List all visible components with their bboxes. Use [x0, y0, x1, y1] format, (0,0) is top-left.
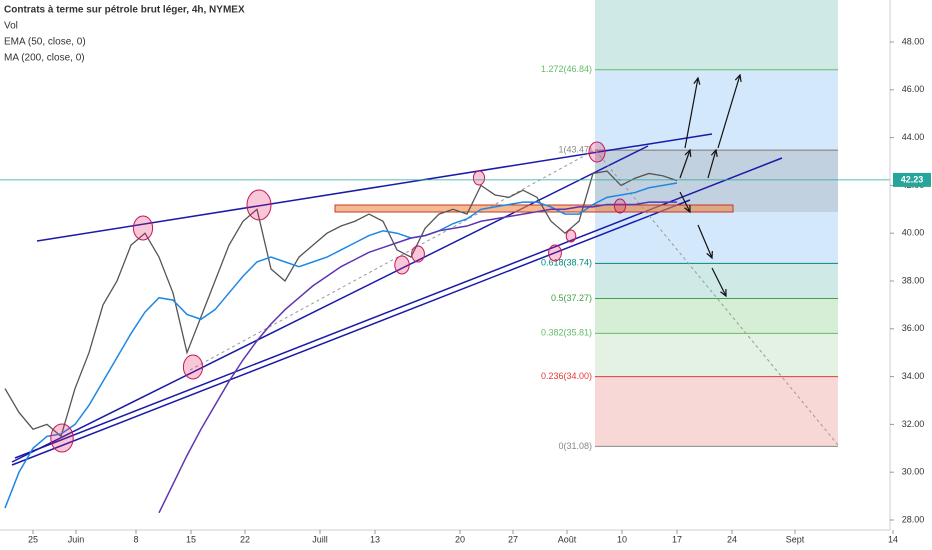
trend-line [11, 199, 691, 466]
fib-zone [595, 333, 838, 377]
y-tick-label: 40.00 [902, 228, 925, 238]
trend-line [36, 133, 713, 242]
last-price-label: 42.23 [901, 174, 924, 184]
support-zone [334, 204, 734, 213]
plot-area [0, 73, 890, 514]
x-tick-label: 20 [455, 534, 465, 544]
x-tick-label: Juill [312, 534, 328, 544]
highlight-circle [132, 215, 154, 241]
highlight-circle [246, 189, 272, 221]
trend-line [11, 145, 649, 463]
chart-title: Contrats à terme sur pétrole brut léger,… [4, 5, 245, 16]
y-tick-label: 46.00 [902, 84, 925, 94]
arrow [684, 77, 699, 149]
x-tick-label: 14 [888, 534, 898, 544]
fib-label: 0.5(37.27) [551, 293, 592, 303]
fib-zone [595, 376, 838, 447]
indicator-line [4, 182, 678, 509]
arrow-head [684, 148, 692, 158]
x-tick-label: 27 [508, 534, 518, 544]
x-tick-label: Août [558, 534, 577, 544]
highlight-circle [472, 170, 486, 186]
x-tick-label: Sept [786, 534, 805, 544]
range-box [595, 149, 838, 212]
highlight-circle [182, 354, 204, 380]
arrow-head [684, 204, 691, 214]
fib-zone [595, 263, 838, 299]
fib-label: 0(31.08) [558, 441, 592, 451]
indicator-line [158, 201, 677, 514]
fib-zones: 0(31.08) 0.236(34.00) 0.382(35.81) 0.5(37.2… [541, 0, 838, 451]
arrow-head [693, 76, 701, 85]
y-tick-label: 38.00 [902, 275, 925, 285]
y-tick-label: 30.00 [902, 467, 925, 477]
x-tick-label: 13 [370, 534, 380, 544]
fib-label: 1(43.47) [558, 145, 592, 155]
last-price-box [893, 172, 931, 187]
x-tick-label: 24 [727, 534, 737, 544]
ma-legend: MA (200, close, 0) [4, 53, 85, 64]
x-tick-label: Juin [68, 534, 85, 544]
highlight-circle [394, 255, 410, 275]
price-line [4, 170, 678, 438]
y-tick-label: 48.00 [902, 36, 925, 46]
arrow [679, 149, 691, 179]
fib-label: 0.236(34.00) [541, 371, 592, 381]
ema-legend: EMA (50, close, 0) [4, 37, 86, 48]
fib-zone [595, 69, 838, 151]
highlight-circle [548, 244, 562, 262]
x-tick-label: 10 [617, 534, 627, 544]
y-tick-label: 34.00 [902, 371, 925, 381]
x-tick-label: 25 [28, 534, 38, 544]
fib-label: 0.618(38.74) [541, 258, 592, 268]
arrow-head [720, 288, 727, 298]
arrow [711, 267, 727, 297]
y-tick-label: 28.00 [902, 514, 925, 524]
x-tick-label: 22 [240, 534, 250, 544]
y-tick-label: 36.00 [902, 323, 925, 333]
highlight-circle [565, 229, 577, 243]
arrow-head [734, 73, 742, 83]
fib-label: 1.272(46.84) [541, 64, 592, 74]
highlight-circle [50, 423, 74, 453]
arrow [679, 191, 691, 213]
x-tick-label: 17 [672, 534, 682, 544]
fib-zone [595, 298, 838, 334]
arrow-head [706, 250, 713, 260]
fib-trend-dashed [189, 149, 839, 446]
arrow [697, 224, 713, 259]
x-tick-label: 8 [133, 534, 138, 544]
arrow-head [710, 148, 718, 157]
y-tick-label: 32.00 [902, 419, 925, 429]
fib-top-zone [595, 0, 838, 70]
x-tick-label: 15 [186, 534, 196, 544]
highlight-circle [588, 141, 606, 163]
arrow [707, 149, 717, 179]
volume-legend: Vol [4, 21, 18, 32]
fib-label: 0.382(35.81) [541, 328, 592, 338]
highlight-circle [411, 245, 425, 263]
y-tick-label: 44.00 [902, 132, 925, 142]
highlight-circle [613, 198, 627, 214]
arrow [717, 74, 741, 149]
